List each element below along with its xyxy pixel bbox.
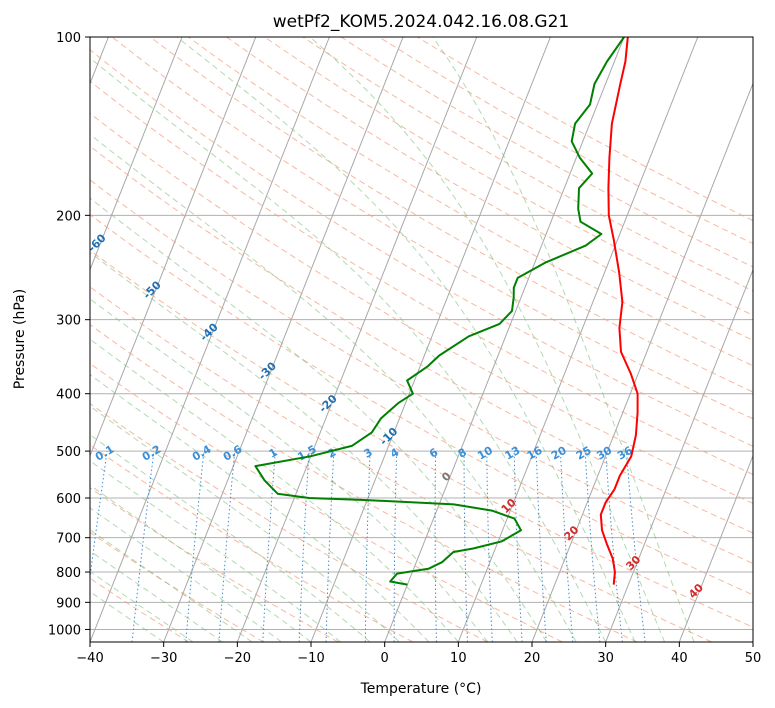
x-tick-label: 20 bbox=[524, 651, 541, 666]
moist-adiabat bbox=[90, 374, 430, 642]
mixing-ratio-line bbox=[218, 451, 236, 642]
moist-adiabat bbox=[432, 37, 695, 642]
moist-adiabat bbox=[90, 529, 253, 642]
y-tick-label: 900 bbox=[56, 596, 81, 611]
isotherm bbox=[90, 37, 330, 642]
isotherm bbox=[90, 37, 257, 458]
dry-adiabat bbox=[90, 213, 753, 596]
isotherm bbox=[236, 37, 478, 642]
x-tick-label: 30 bbox=[597, 651, 614, 666]
mixing-ratio-line bbox=[625, 451, 646, 642]
dry-adiabat bbox=[90, 487, 339, 642]
x-tick-label: 0 bbox=[381, 651, 389, 666]
mixing-ratio-line bbox=[185, 451, 205, 642]
y-tick-label: 100 bbox=[56, 31, 81, 46]
x-tick-label: −20 bbox=[224, 651, 251, 666]
profile-lines bbox=[254, 37, 639, 586]
x-axis: −40 −30 −20 −10 0 10 20 30 40 50 bbox=[76, 642, 761, 666]
dry-adiabat bbox=[90, 286, 712, 642]
moist-adiabat bbox=[309, 37, 666, 642]
x-tick-label: 40 bbox=[671, 651, 688, 666]
x-tick-label: 50 bbox=[745, 651, 762, 666]
y-tick-label: 200 bbox=[56, 209, 81, 224]
chart-title: wetPf2_KOM5.2024.042.16.08.G21 bbox=[273, 12, 569, 32]
dry-adiabat bbox=[226, 37, 753, 341]
mixing-ratio-line bbox=[584, 451, 601, 642]
y-tick-label: 300 bbox=[56, 314, 81, 329]
isotherm bbox=[531, 82, 753, 642]
plot-frame bbox=[89, 36, 754, 643]
moist-adiabat bbox=[90, 570, 194, 642]
mixing-ratio-line bbox=[90, 451, 108, 581]
moist-adiabat bbox=[90, 460, 341, 642]
isotherm bbox=[457, 37, 699, 642]
y-tick-label: 400 bbox=[56, 388, 81, 403]
dry-adiabat bbox=[90, 179, 753, 565]
x-tick-label: 10 bbox=[450, 651, 467, 666]
isotherm bbox=[605, 268, 753, 642]
isotherm bbox=[90, 37, 183, 272]
dewpoint-line bbox=[254, 37, 625, 586]
dry-adiabat bbox=[90, 49, 753, 447]
moist-adiabat bbox=[90, 405, 400, 642]
dry-adiabat bbox=[90, 112, 753, 504]
y-tick-label: 1000 bbox=[48, 623, 81, 638]
moist-adiabat bbox=[90, 591, 164, 642]
moist-adiabat bbox=[90, 197, 548, 642]
mixing-ratio-line bbox=[131, 451, 155, 642]
x-tick-label: −30 bbox=[150, 651, 177, 666]
y-axis-label: Pressure (hPa) bbox=[12, 289, 28, 389]
dry-adiabat bbox=[90, 362, 563, 642]
mixing-ratio-line bbox=[605, 451, 623, 642]
moist-adiabat bbox=[90, 507, 282, 642]
dry-adiabat bbox=[149, 37, 753, 393]
x-tick-label: −10 bbox=[297, 651, 324, 666]
moist-adiabat bbox=[90, 251, 518, 642]
dry-adiabat bbox=[90, 444, 414, 642]
dry-adiabat bbox=[90, 249, 753, 628]
y-tick-label: 500 bbox=[56, 445, 81, 460]
dry-adiabat bbox=[264, 37, 753, 316]
moist-adiabat bbox=[176, 37, 636, 642]
moist-adiabat bbox=[90, 298, 489, 642]
y-tick-label: 700 bbox=[56, 532, 81, 547]
moist-adiabat bbox=[90, 484, 312, 642]
dry-adiabat bbox=[90, 531, 264, 642]
dry-adiabat bbox=[90, 402, 488, 642]
isotherm bbox=[384, 37, 625, 642]
dry-adiabat bbox=[111, 37, 753, 420]
y-tick-label: 600 bbox=[56, 492, 81, 507]
isotherm bbox=[678, 454, 753, 642]
y-axis: 100 200 300 400 500 600 700 800 900 1000 bbox=[48, 31, 90, 638]
background-lines bbox=[90, 37, 753, 642]
moist-adiabat bbox=[90, 57, 607, 642]
y-tick-label: 800 bbox=[56, 566, 81, 581]
moist-adiabat bbox=[90, 434, 371, 642]
temperature-line bbox=[599, 37, 639, 585]
moist-adiabat bbox=[90, 133, 577, 642]
moist-adiabat bbox=[90, 550, 223, 642]
x-axis-label: Temperature (°C) bbox=[360, 681, 482, 697]
x-tick-label: −40 bbox=[76, 651, 103, 666]
dry-adiabat bbox=[90, 145, 753, 534]
